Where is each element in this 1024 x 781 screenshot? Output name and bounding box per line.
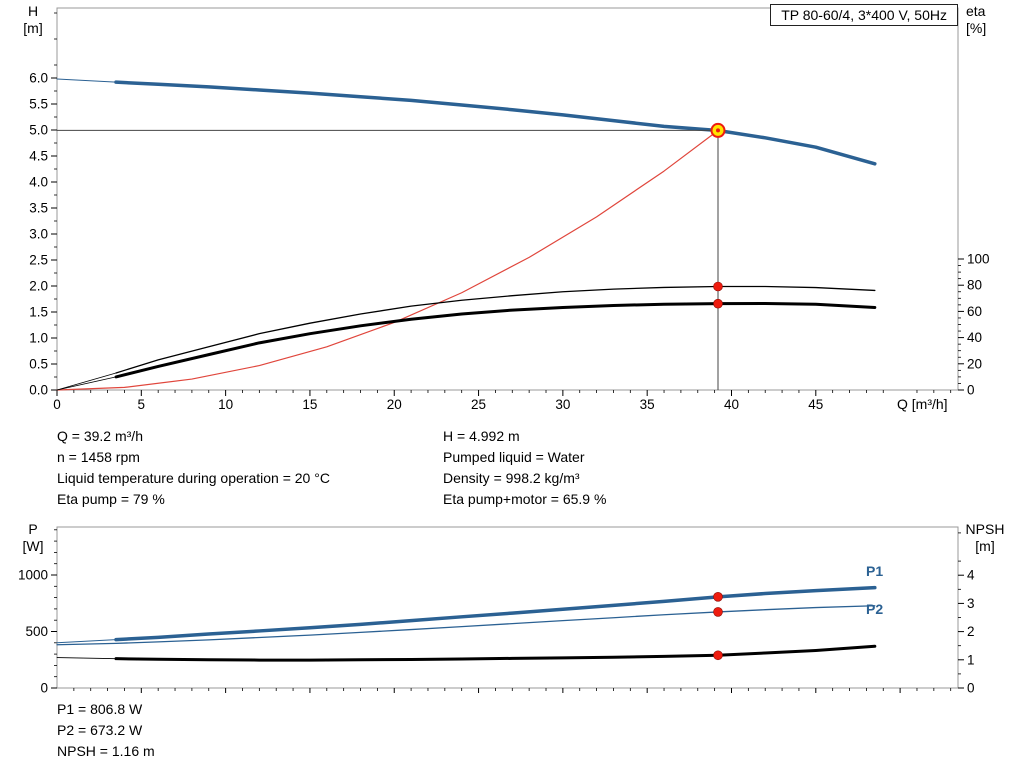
npsh-axis-title-symbol: NPSH	[965, 521, 1005, 537]
operating-data-right: H = 4.992 m Pumped liquid = Water Densit…	[443, 426, 606, 510]
h-tick-label: 4.0	[29, 175, 48, 190]
h-tick-label: 3.5	[29, 201, 48, 216]
x-tick-label: 45	[808, 397, 823, 412]
p-tick-label: 500	[25, 624, 48, 639]
pump-title-box: TP 80-60/4, 3*400 V, 50Hz	[770, 4, 958, 26]
h-tick-label: 1.0	[29, 331, 48, 346]
operating-point-dot	[713, 281, 723, 292]
h-tick-label: 5.5	[29, 97, 48, 112]
npsh-tick-label: 4	[967, 568, 975, 583]
p-tick-label: 0	[40, 681, 48, 696]
info-speed: n = 1458 rpm	[57, 449, 140, 465]
power-npsh-results: P1 = 806.8 W P2 = 673.2 W NPSH = 1.16 m	[57, 699, 155, 762]
q-axis-title: Q [m³/h]	[897, 396, 948, 412]
h-tick-label: 3.0	[29, 227, 48, 242]
npsh-lead	[56, 657, 117, 660]
info-pumped-liquid: Pumped liquid = Water	[443, 449, 585, 465]
eta-tick-label: 40	[967, 330, 982, 345]
x-tick-label: 10	[218, 397, 233, 412]
eta-tick-label: 60	[967, 304, 982, 319]
operating-point-dot	[713, 592, 723, 602]
result-npsh: NPSH = 1.16 m	[57, 743, 155, 759]
operating-data-left: Q = 39.2 m³/h n = 1458 rpm Liquid temper…	[57, 426, 330, 510]
pump-title: TP 80-60/4, 3*400 V, 50Hz	[781, 7, 947, 23]
h-tick-label: 1.5	[29, 305, 48, 320]
operating-point-dot	[713, 607, 723, 617]
p1-lead	[56, 639, 117, 644]
h-tick-label: 2.5	[29, 253, 48, 268]
eta-tick-label: 20	[967, 356, 982, 371]
p-axis-title-symbol: P	[28, 521, 38, 537]
top-plot-frame	[56, 7, 959, 391]
p-axis-title-unit: [W]	[22, 538, 44, 554]
npsh-axis-title: NPSH [m]	[960, 521, 1010, 555]
x-tick-label: 30	[555, 397, 570, 412]
eta-axis-title-symbol: eta	[966, 3, 986, 19]
p2-curve	[56, 605, 876, 646]
eta-tick-label: 80	[967, 278, 982, 293]
info-density: Density = 998.2 kg/m³	[443, 470, 580, 486]
pump-curve-lead	[56, 78, 117, 83]
npsh-tick-label: 1	[967, 652, 975, 667]
npsh-curve	[114, 644, 877, 662]
p1-curve-label: P1	[866, 563, 884, 579]
bottom-plot-frame	[56, 526, 959, 689]
npsh-tick-label: 3	[967, 596, 975, 611]
h-tick-label: 2.0	[29, 279, 48, 294]
info-liquid-temperature: Liquid temperature during operation = 20…	[57, 470, 330, 486]
h-axis-title-symbol: H	[27, 3, 39, 19]
npsh-tick-label: 0	[967, 681, 975, 696]
x-tick-label: 25	[471, 397, 486, 412]
info-eta-pump-motor: Eta pump+motor = 65.9 %	[443, 491, 607, 507]
eta-pump-motor-curve	[114, 302, 877, 379]
p-tick-label: 1000	[18, 568, 48, 583]
eta-axis-title-unit: [%]	[966, 20, 987, 36]
eta-pump-lead	[56, 372, 117, 391]
h-tick-label: 4.5	[29, 149, 48, 164]
info-head: H = 4.992 m	[443, 428, 520, 444]
h-axis-title-unit: [m]	[23, 20, 43, 36]
duty-point-center	[716, 128, 720, 133]
eta-pump-motor-lead	[56, 376, 117, 391]
p2-curve-label: P2	[866, 601, 884, 617]
result-p2: P2 = 673.2 W	[57, 722, 143, 738]
p1-curve	[114, 585, 877, 642]
x-tick-label: 15	[302, 397, 317, 412]
eta-tick-label: 0	[967, 383, 975, 398]
h-axis-title: H [m]	[14, 3, 52, 37]
h-tick-label: 5.0	[29, 123, 48, 138]
pump-curve	[114, 80, 877, 166]
p-axis-title: P [W]	[14, 521, 52, 555]
npsh-tick-label: 2	[967, 624, 975, 639]
x-tick-label: 20	[387, 397, 402, 412]
h-tick-label: 0.5	[29, 357, 48, 372]
operating-point-dot	[713, 298, 723, 309]
eta-pump-curve	[115, 285, 876, 374]
info-eta-pump: Eta pump = 79 %	[57, 491, 165, 507]
result-p1: P1 = 806.8 W	[57, 701, 143, 717]
operating-point-dot	[713, 650, 723, 661]
system-curve	[56, 129, 719, 391]
h-tick-label: 6.0	[29, 71, 48, 86]
h-tick-label: 0.0	[29, 383, 48, 398]
eta-tick-label: 100	[967, 252, 990, 267]
x-tick-label: 35	[640, 397, 655, 412]
eta-axis-title: eta [%]	[966, 3, 1010, 37]
x-tick-label: 0	[53, 397, 61, 412]
x-tick-label: 40	[724, 397, 739, 412]
x-tick-label: 5	[138, 397, 146, 412]
npsh-axis-title-unit: [m]	[975, 538, 995, 554]
info-flow: Q = 39.2 m³/h	[57, 428, 143, 444]
